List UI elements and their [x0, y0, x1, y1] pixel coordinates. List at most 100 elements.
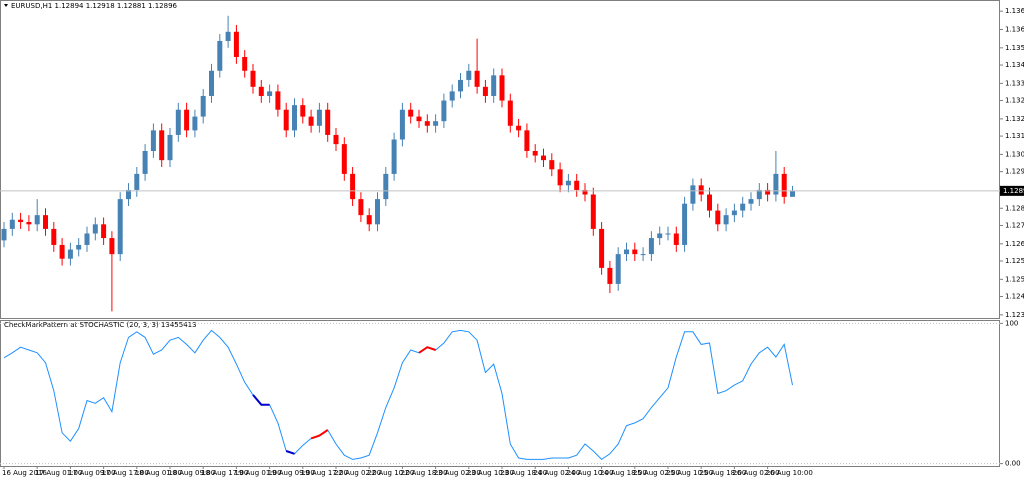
y-tick-label: 1.12745: [1005, 221, 1024, 229]
candle-body: [466, 70, 472, 80]
y-tick-label: 1.12980: [1005, 168, 1024, 176]
candle-body: [731, 210, 737, 216]
candle-body: [391, 139, 397, 174]
candle-body: [366, 215, 372, 225]
current-price-label: 1.12896: [1003, 187, 1024, 195]
x-tick-label: 19 Aug 17:00: [301, 469, 348, 477]
candle-body: [383, 173, 389, 200]
y-tick-label: 1.12820: [1005, 204, 1024, 212]
y-tick-label: 1.13365: [1005, 79, 1024, 87]
candle-body: [142, 150, 148, 174]
candle-body: [225, 31, 231, 41]
candle-body: [665, 233, 671, 235]
current-price-box: [1000, 185, 1024, 196]
candle-body: [707, 194, 712, 211]
candle-body: [640, 254, 646, 256]
candle-body: [92, 224, 98, 234]
candle-body: [590, 194, 596, 229]
x-tick-label: 18 Aug 17:00: [201, 469, 248, 477]
candle-body: [682, 203, 688, 245]
candle-body: [657, 233, 663, 239]
candle-body: [333, 134, 339, 145]
candle-body: [76, 244, 82, 250]
candle-body: [499, 75, 505, 101]
candle-body: [267, 91, 273, 96]
x-tick-label: 24 Aug 10:00: [566, 469, 613, 477]
y-tick-label: 1.12435: [1005, 293, 1024, 301]
candle-body: [632, 249, 638, 255]
candle-body: [217, 40, 223, 71]
candle-body: [300, 105, 306, 117]
candle-body: [698, 185, 704, 195]
candle-body: [209, 70, 214, 96]
candle-body: [184, 109, 190, 131]
x-tick-label: 22 Aug 18:00: [400, 469, 447, 477]
y-tick-label: 1.13055: [1005, 150, 1024, 158]
candle-body: [541, 155, 546, 161]
candle-body: [109, 238, 115, 255]
x-tick-label: 23 Aug 10:00: [467, 469, 514, 477]
candle-body: [18, 219, 24, 223]
candle-body: [26, 222, 32, 225]
candle-body: [233, 31, 239, 58]
candle-body: [458, 79, 463, 92]
y-tick-label: 0.00: [1005, 460, 1021, 468]
x-tick-label: 25 Aug 02:00: [633, 469, 680, 477]
candle-body: [441, 100, 447, 122]
y-tick-label: 1.12355: [1005, 311, 1024, 319]
candle-body: [416, 116, 422, 122]
candle-body: [117, 199, 123, 255]
candle-body: [474, 70, 480, 87]
candle-body: [242, 57, 248, 71]
candle-body: [781, 173, 787, 197]
candle-body: [648, 238, 654, 255]
candle-body: [491, 75, 497, 96]
x-tick-label: 18 Aug 01:00: [135, 469, 182, 477]
candle-body: [43, 215, 48, 229]
candle-body: [433, 121, 439, 126]
candle-body: [748, 199, 754, 204]
candle-body: [192, 116, 198, 131]
candle-body: [350, 173, 356, 200]
candle-body: [549, 160, 555, 170]
candle-body: [167, 134, 173, 161]
pattern-line: [310, 346, 436, 440]
candle-body: [723, 215, 729, 225]
candle-body: [150, 130, 156, 151]
candle-body: [34, 215, 40, 225]
candle-body: [316, 109, 322, 126]
candle-body: [250, 70, 256, 87]
x-tick-label: 23 Aug 02:00: [434, 469, 481, 477]
candle-body: [283, 109, 289, 131]
candle-body: [375, 199, 380, 225]
candle-body: [9, 219, 15, 229]
candle-body: [325, 109, 331, 135]
candle-body: [308, 116, 314, 126]
y-tick-label: 1.13600: [1005, 26, 1024, 34]
candle-body: [424, 121, 430, 126]
x-tick-label: 23 Aug 18:00: [500, 469, 547, 477]
candle-body: [615, 254, 621, 284]
candle-body: [565, 180, 571, 186]
candle-body: [524, 130, 530, 151]
x-tick-label: 19 Aug 01:00: [234, 469, 281, 477]
x-tick-label: 25 Aug 18:00: [699, 469, 746, 477]
x-tick-label: 25 Aug 10:00: [666, 469, 713, 477]
y-tick-label: 1.13210: [1005, 115, 1024, 123]
x-tick-label: 22 Aug 02:00: [334, 469, 381, 477]
candle-body: [292, 105, 297, 131]
chart-title: EURUSD,H1 1.12894 1.12918 1.12881 1.1289…: [11, 2, 178, 10]
candle-body: [482, 86, 488, 96]
y-tick-label: 1.13445: [1005, 61, 1024, 69]
candle-body: [258, 86, 264, 96]
indicator-panel: [0, 320, 1000, 467]
candle-body: [582, 189, 588, 195]
y-tick-label: 100: [1005, 319, 1018, 327]
panel-arrow: [4, 4, 8, 7]
x-tick-label: 16 Aug 2016: [2, 469, 47, 477]
candle-body: [399, 109, 405, 140]
price-panel: [0, 0, 1000, 319]
candle-body: [126, 189, 131, 200]
candle-body: [59, 244, 65, 259]
